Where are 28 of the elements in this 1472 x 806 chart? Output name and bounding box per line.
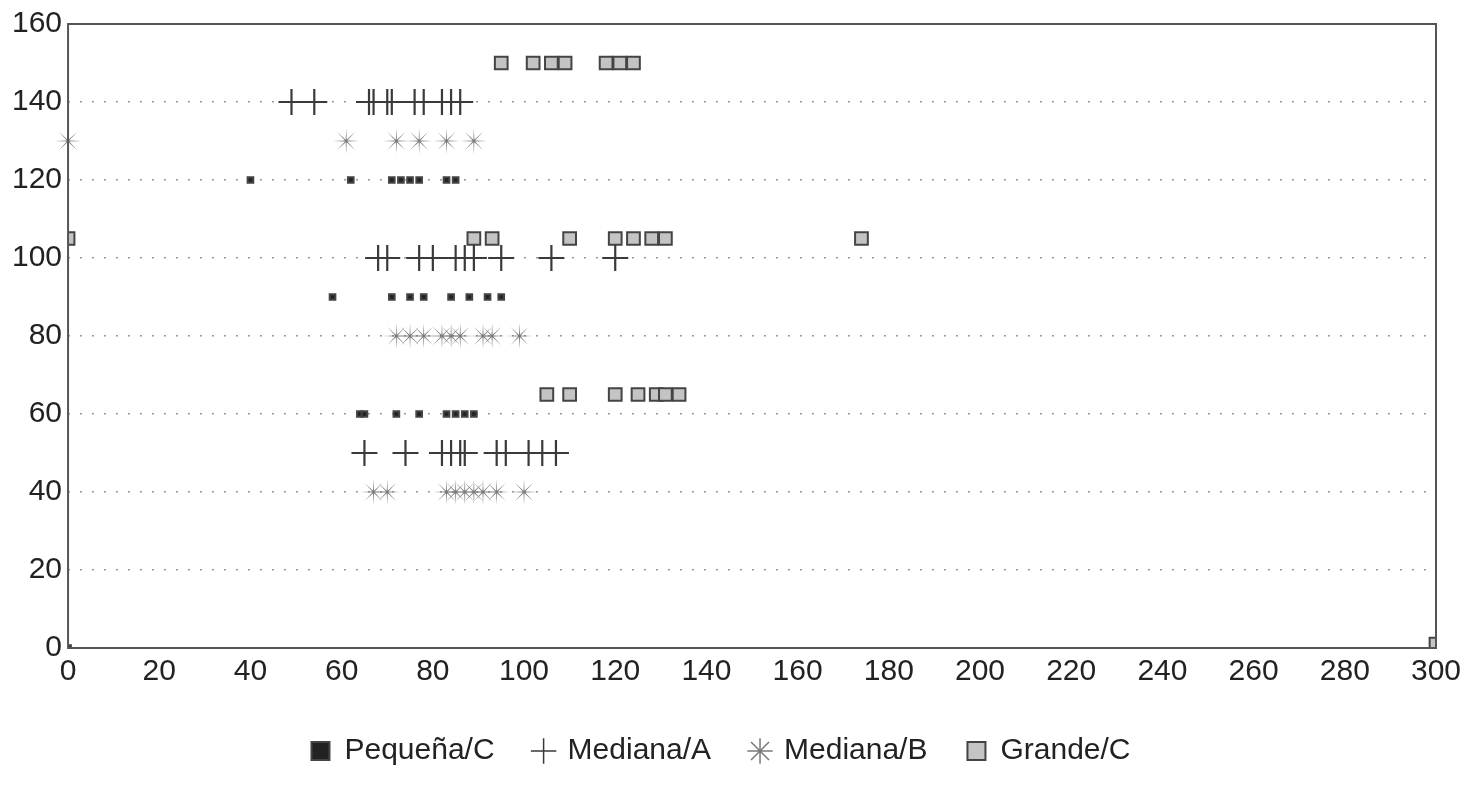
y-tick-label: 120 [11,161,63,195]
y-tick-label: 0 [45,629,63,663]
x-tick-label: 280 [1319,653,1370,687]
x-tick-label: 200 [954,653,1006,687]
legend-label: Mediana/A [567,732,712,766]
legend-label: Pequeña/C [344,732,495,766]
x-tick-label: 40 [233,653,268,687]
x-tick-label: 20 [142,653,176,687]
y-tick-label: 160 [11,5,63,39]
x-tick-label: 180 [863,653,914,687]
y-tick-label: 140 [11,83,63,117]
legend-label: Grande/C [1000,732,1131,766]
x-tick-label: 140 [681,653,732,687]
x-tick-label: 60 [324,653,359,687]
y-tick-label: 100 [11,239,63,273]
y-tick-label: 40 [28,473,63,507]
y-tick-label: 60 [28,395,63,429]
x-tick-label: 120 [590,653,641,687]
x-tick-label: 240 [1137,653,1188,687]
x-tick-label: 220 [1046,653,1097,687]
x-tick-label: 160 [772,653,823,687]
x-tick-label: 300 [1410,653,1462,687]
x-tick-label: 100 [499,653,550,687]
x-tick-label: 80 [416,653,450,687]
y-tick-label: 20 [28,551,63,585]
legend-label: Mediana/B [784,732,928,766]
y-tick-label: 80 [28,317,63,351]
x-tick-label: 260 [1228,653,1279,687]
